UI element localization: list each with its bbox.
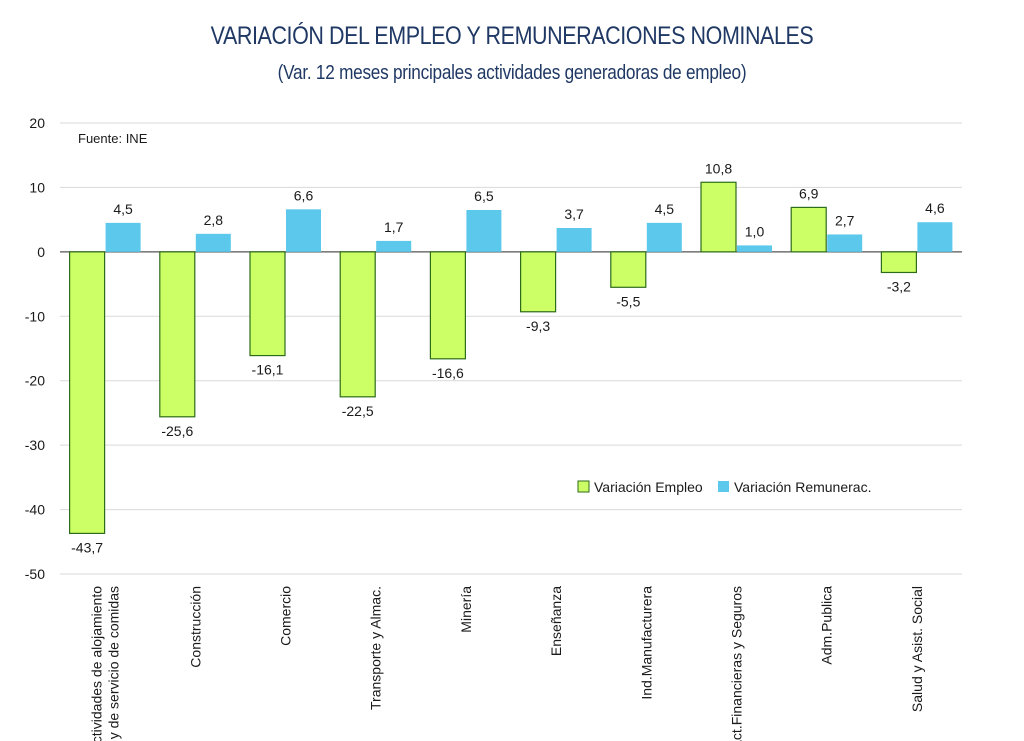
- data-label: 2,8: [204, 212, 224, 228]
- data-label: 2,7: [835, 212, 855, 228]
- x-tick-label: Enseñanza: [548, 586, 564, 656]
- legend-label: Variación Empleo: [594, 479, 703, 495]
- bar-empleo: [68, 251, 106, 535]
- data-label: -5,5: [616, 293, 640, 309]
- data-label: 1,0: [745, 223, 765, 239]
- data-label: -16,1: [252, 362, 284, 378]
- data-label: -16,6: [432, 365, 464, 381]
- bar-remuneraciones: [376, 240, 412, 252]
- bar-empleo: [610, 251, 647, 288]
- data-label: 6,5: [474, 188, 494, 204]
- x-tick-label: Salud y Asist. Social: [909, 586, 925, 712]
- chart-subtitle: (Var. 12 meses principales actividades g…: [277, 62, 747, 84]
- bar-empleo: [339, 251, 376, 398]
- x-tick-label: Construcción: [187, 586, 203, 668]
- x-tick-label-line: Ind.Manufacturera: [638, 586, 654, 700]
- data-label: -25,6: [161, 423, 193, 439]
- data-label: 4,5: [113, 201, 133, 217]
- x-tick-label: Comercio: [278, 586, 294, 646]
- y-tick-label: -20: [25, 373, 45, 389]
- data-labels: -43,7 4,5 -25,6 2,8 -16,1 6,6 -22,5 1,7 -16,6 6,5…: [71, 160, 945, 555]
- data-label: 3,7: [564, 206, 584, 222]
- x-tick-label-line: Construcción: [187, 586, 203, 668]
- data-label: 1,7: [384, 219, 404, 235]
- data-label: -43,7: [71, 539, 103, 555]
- y-tick-label: 10: [29, 179, 45, 195]
- bar-remuneraciones: [827, 234, 863, 252]
- bar-empleo: [249, 251, 286, 357]
- bar-remuneraciones: [195, 233, 231, 252]
- x-tick-label-line: Transporte y Almac.: [368, 586, 384, 710]
- data-label: -9,3: [526, 318, 550, 334]
- data-label: -22,5: [342, 403, 374, 419]
- x-tick-label: Adm.Publica: [819, 586, 835, 665]
- bar-remuneraciones: [286, 209, 321, 252]
- x-tick-label: Actividades de alojamiento y de servicio …: [89, 586, 122, 741]
- x-tick-label-line: Enseñanza: [548, 586, 564, 656]
- data-label: 6,6: [294, 187, 314, 203]
- x-tick-label-line: y de servicio de comidas: [106, 586, 122, 739]
- x-tick-label: Act.Financieras y Seguros: [729, 586, 745, 741]
- bars: [68, 181, 953, 535]
- chart-title: VARIACIÓN DEL EMPLEO Y REMUNERACIONES NO…: [210, 22, 814, 50]
- legend-swatch: [718, 481, 729, 492]
- bar-empleo: [159, 251, 196, 418]
- bar-remuneraciones: [737, 245, 772, 252]
- bar-empleo: [429, 251, 466, 360]
- legend: Variación Empleo Variación Remunerac.: [577, 479, 871, 495]
- y-tick-label: 0: [37, 244, 45, 260]
- data-label: 6,9: [799, 185, 819, 201]
- bar-remuneraciones: [105, 222, 141, 252]
- x-axis: Actividades de alojamiento y de servicio …: [89, 586, 925, 741]
- x-tick-label: Minería: [458, 586, 474, 633]
- x-tick-label-line: Adm.Publica: [819, 586, 835, 665]
- y-tick-label: -40: [25, 502, 45, 518]
- gridlines: [60, 122, 962, 575]
- data-label: 4,5: [655, 201, 675, 217]
- x-tick-label: Ind.Manufacturera: [638, 586, 654, 700]
- x-tick-label-line: Comercio: [278, 586, 294, 646]
- legend-swatch: [577, 480, 590, 493]
- bar-remuneraciones: [917, 222, 953, 252]
- y-tick-label: 20: [29, 115, 45, 131]
- legend-label: Variación Remunerac.: [734, 479, 871, 495]
- y-tick-label: -30: [25, 437, 45, 453]
- bar-empleo: [880, 251, 918, 274]
- bar-empleo: [519, 251, 557, 313]
- bar-empleo: [790, 206, 827, 253]
- bar-remuneraciones: [556, 228, 592, 252]
- y-tick-label: -50: [25, 566, 45, 582]
- data-label: 10,8: [705, 160, 732, 176]
- bar-remuneraciones: [646, 222, 682, 252]
- y-tick-label: -10: [25, 308, 45, 324]
- source-note: Fuente: INE: [78, 131, 148, 146]
- x-tick-label-line: Act.Financieras y Seguros: [729, 586, 745, 741]
- x-tick-label-line: Actividades de alojamiento: [89, 586, 105, 741]
- bar-remuneraciones: [466, 209, 502, 252]
- x-tick-label: Transporte y Almac.: [368, 586, 384, 710]
- x-tick-label-line: Minería: [458, 586, 474, 633]
- y-axis: 20 10 0 -10 -20 -30 -40 -50: [25, 115, 45, 582]
- data-label: 4,6: [925, 200, 945, 216]
- x-tick-label-line: Salud y Asist. Social: [909, 586, 925, 712]
- data-label: -3,2: [887, 278, 911, 294]
- bar-empleo: [700, 181, 737, 253]
